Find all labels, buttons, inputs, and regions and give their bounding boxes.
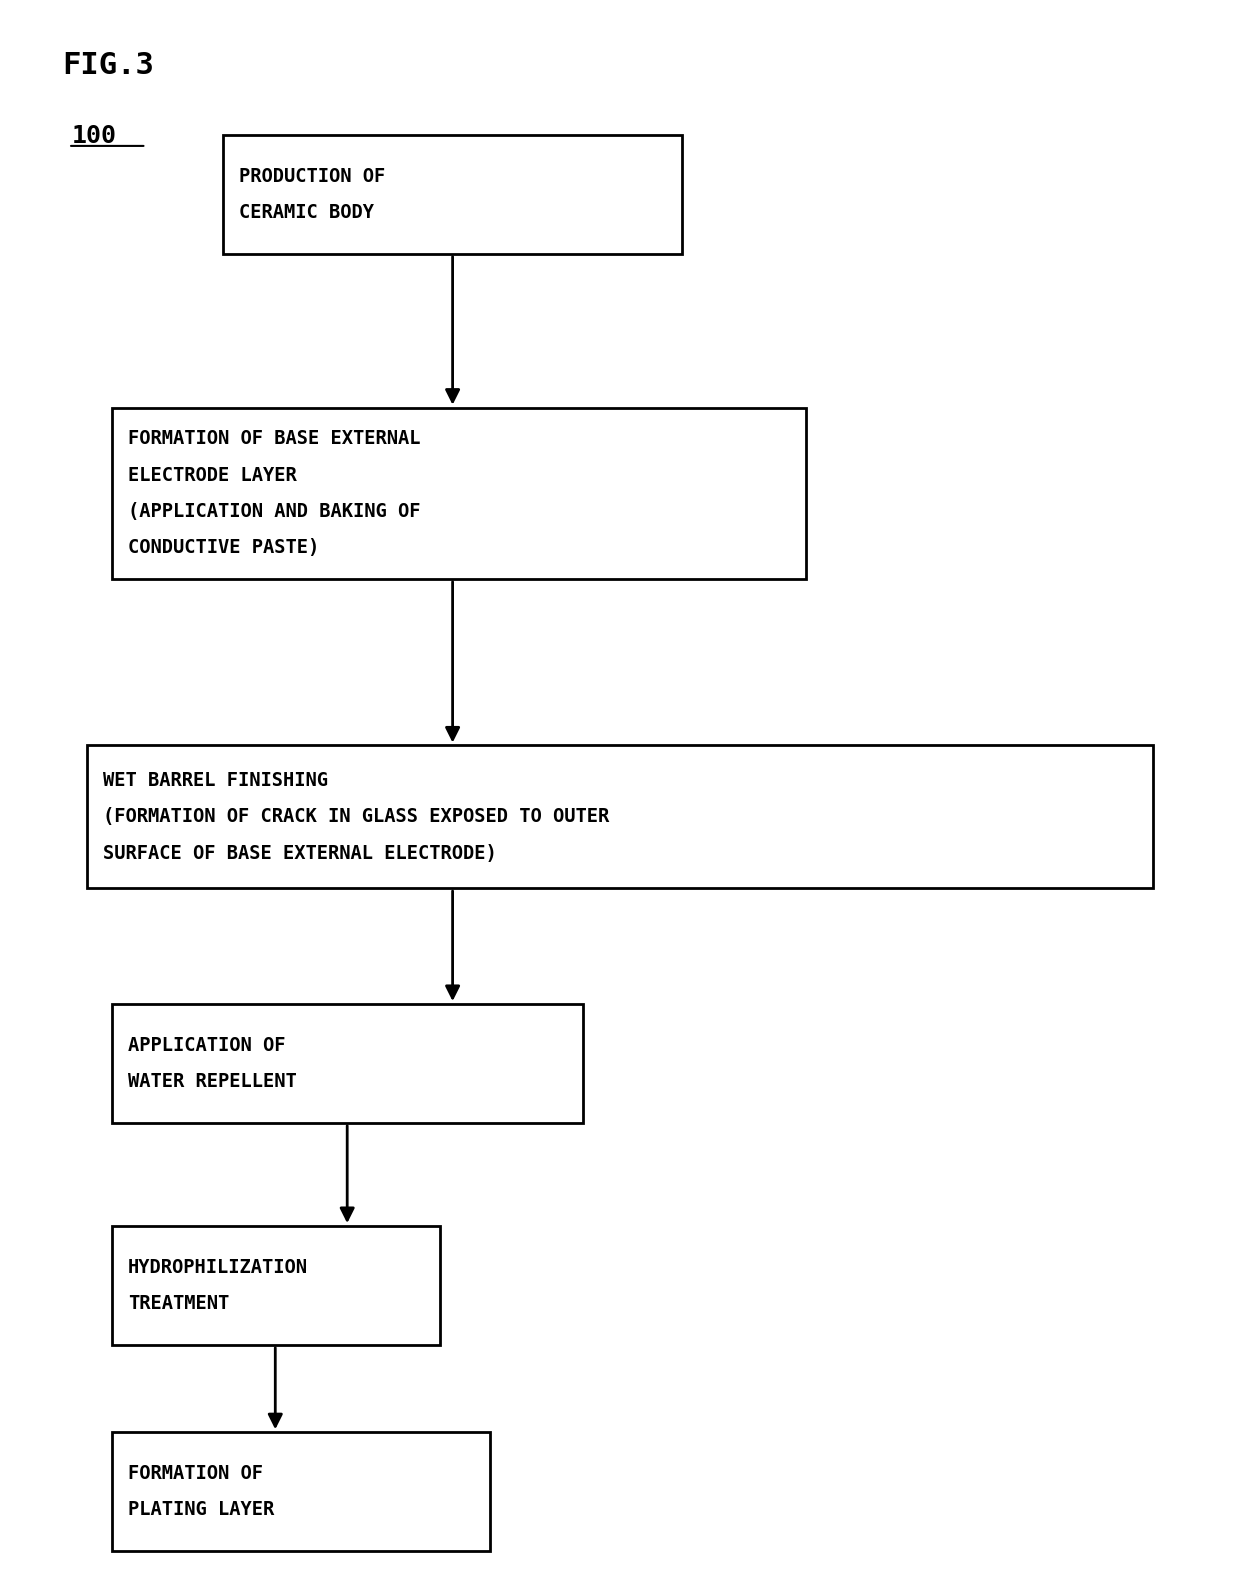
FancyBboxPatch shape [112,1226,440,1345]
FancyBboxPatch shape [223,135,682,254]
FancyBboxPatch shape [112,408,806,579]
Text: CONDUCTIVE PASTE): CONDUCTIVE PASTE) [128,539,319,557]
Text: FIG.3: FIG.3 [62,51,154,79]
Text: WET BARREL FINISHING: WET BARREL FINISHING [103,771,327,790]
Text: FORMATION OF: FORMATION OF [128,1464,263,1483]
Text: ELECTRODE LAYER: ELECTRODE LAYER [128,466,296,484]
Text: PLATING LAYER: PLATING LAYER [128,1500,274,1519]
Text: PRODUCTION OF: PRODUCTION OF [239,167,386,186]
FancyBboxPatch shape [112,1004,583,1123]
FancyBboxPatch shape [112,1432,490,1551]
Text: WATER REPELLENT: WATER REPELLENT [128,1072,296,1091]
Text: (FORMATION OF CRACK IN GLASS EXPOSED TO OUTER: (FORMATION OF CRACK IN GLASS EXPOSED TO … [103,807,609,826]
Text: (APPLICATION AND BAKING OF: (APPLICATION AND BAKING OF [128,503,420,520]
Text: CERAMIC BODY: CERAMIC BODY [239,203,374,222]
Text: SURFACE OF BASE EXTERNAL ELECTRODE): SURFACE OF BASE EXTERNAL ELECTRODE) [103,844,497,863]
FancyBboxPatch shape [87,745,1153,888]
Text: TREATMENT: TREATMENT [128,1294,229,1313]
Text: 100: 100 [72,124,117,147]
Text: FORMATION OF BASE EXTERNAL: FORMATION OF BASE EXTERNAL [128,430,420,447]
Text: HYDROPHILIZATION: HYDROPHILIZATION [128,1258,308,1277]
Text: APPLICATION OF: APPLICATION OF [128,1036,285,1055]
